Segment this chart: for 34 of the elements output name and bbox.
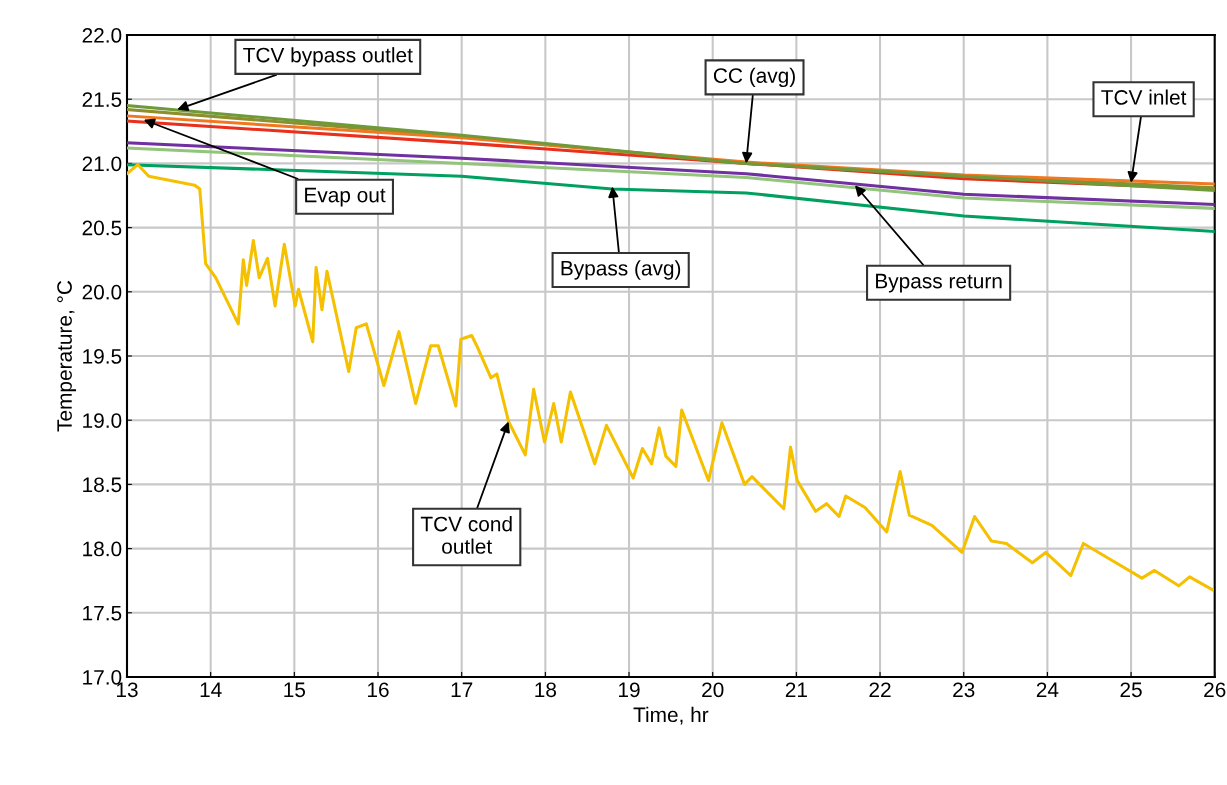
annotation: TCV inlet: [1101, 89, 1187, 105]
x-tick-label: 25: [1120, 682, 1142, 698]
y-tick-label: 18.0: [83, 541, 122, 557]
line-series: [126, 163, 1214, 592]
y-tick-label: 20.0: [82, 284, 122, 300]
x-tick-label: 19: [619, 682, 640, 698]
x-tick-label: 22: [869, 682, 891, 697]
x-tick-label: 18: [535, 682, 557, 698]
annotation: Bypass return: [876, 273, 1002, 293]
x-tick-label: 24: [1036, 682, 1059, 697]
line-series: [126, 163, 1215, 233]
annotation: Evap out: [305, 187, 386, 207]
y-tick-label: 19.5: [83, 349, 122, 364]
annotation: TCV bypass outlet: [243, 47, 413, 67]
x-tick-label: 21: [785, 682, 807, 697]
y-tick-label: 19.0: [83, 413, 122, 428]
x-tick-label: 15: [284, 682, 306, 698]
x-tick-label: 17: [451, 682, 473, 697]
y-axis-title: Temperature, °C: [57, 280, 77, 432]
y-tick-label: 17.5: [83, 606, 122, 621]
y-tick-label: 21.5: [82, 92, 122, 107]
y-tick-label: 21.0: [82, 156, 122, 172]
annotation: Bypass (avg): [561, 260, 681, 280]
x-tick-label: 26: [1204, 682, 1226, 698]
annotation: TCV cond outlet: [420, 516, 512, 554]
x-tick-label: 23: [953, 682, 975, 698]
x-tick-label: 16: [368, 682, 389, 698]
y-tick-label: 22.0: [82, 28, 122, 43]
annotation: CC (avg): [713, 67, 795, 88]
x-tick-label: 20: [702, 682, 724, 698]
y-tick-label: 18.5: [83, 477, 122, 493]
y-tick-label: 20.5: [82, 220, 122, 236]
x-axis-title: Time, hr: [633, 706, 709, 725]
x-tick-label: 14: [200, 682, 222, 697]
